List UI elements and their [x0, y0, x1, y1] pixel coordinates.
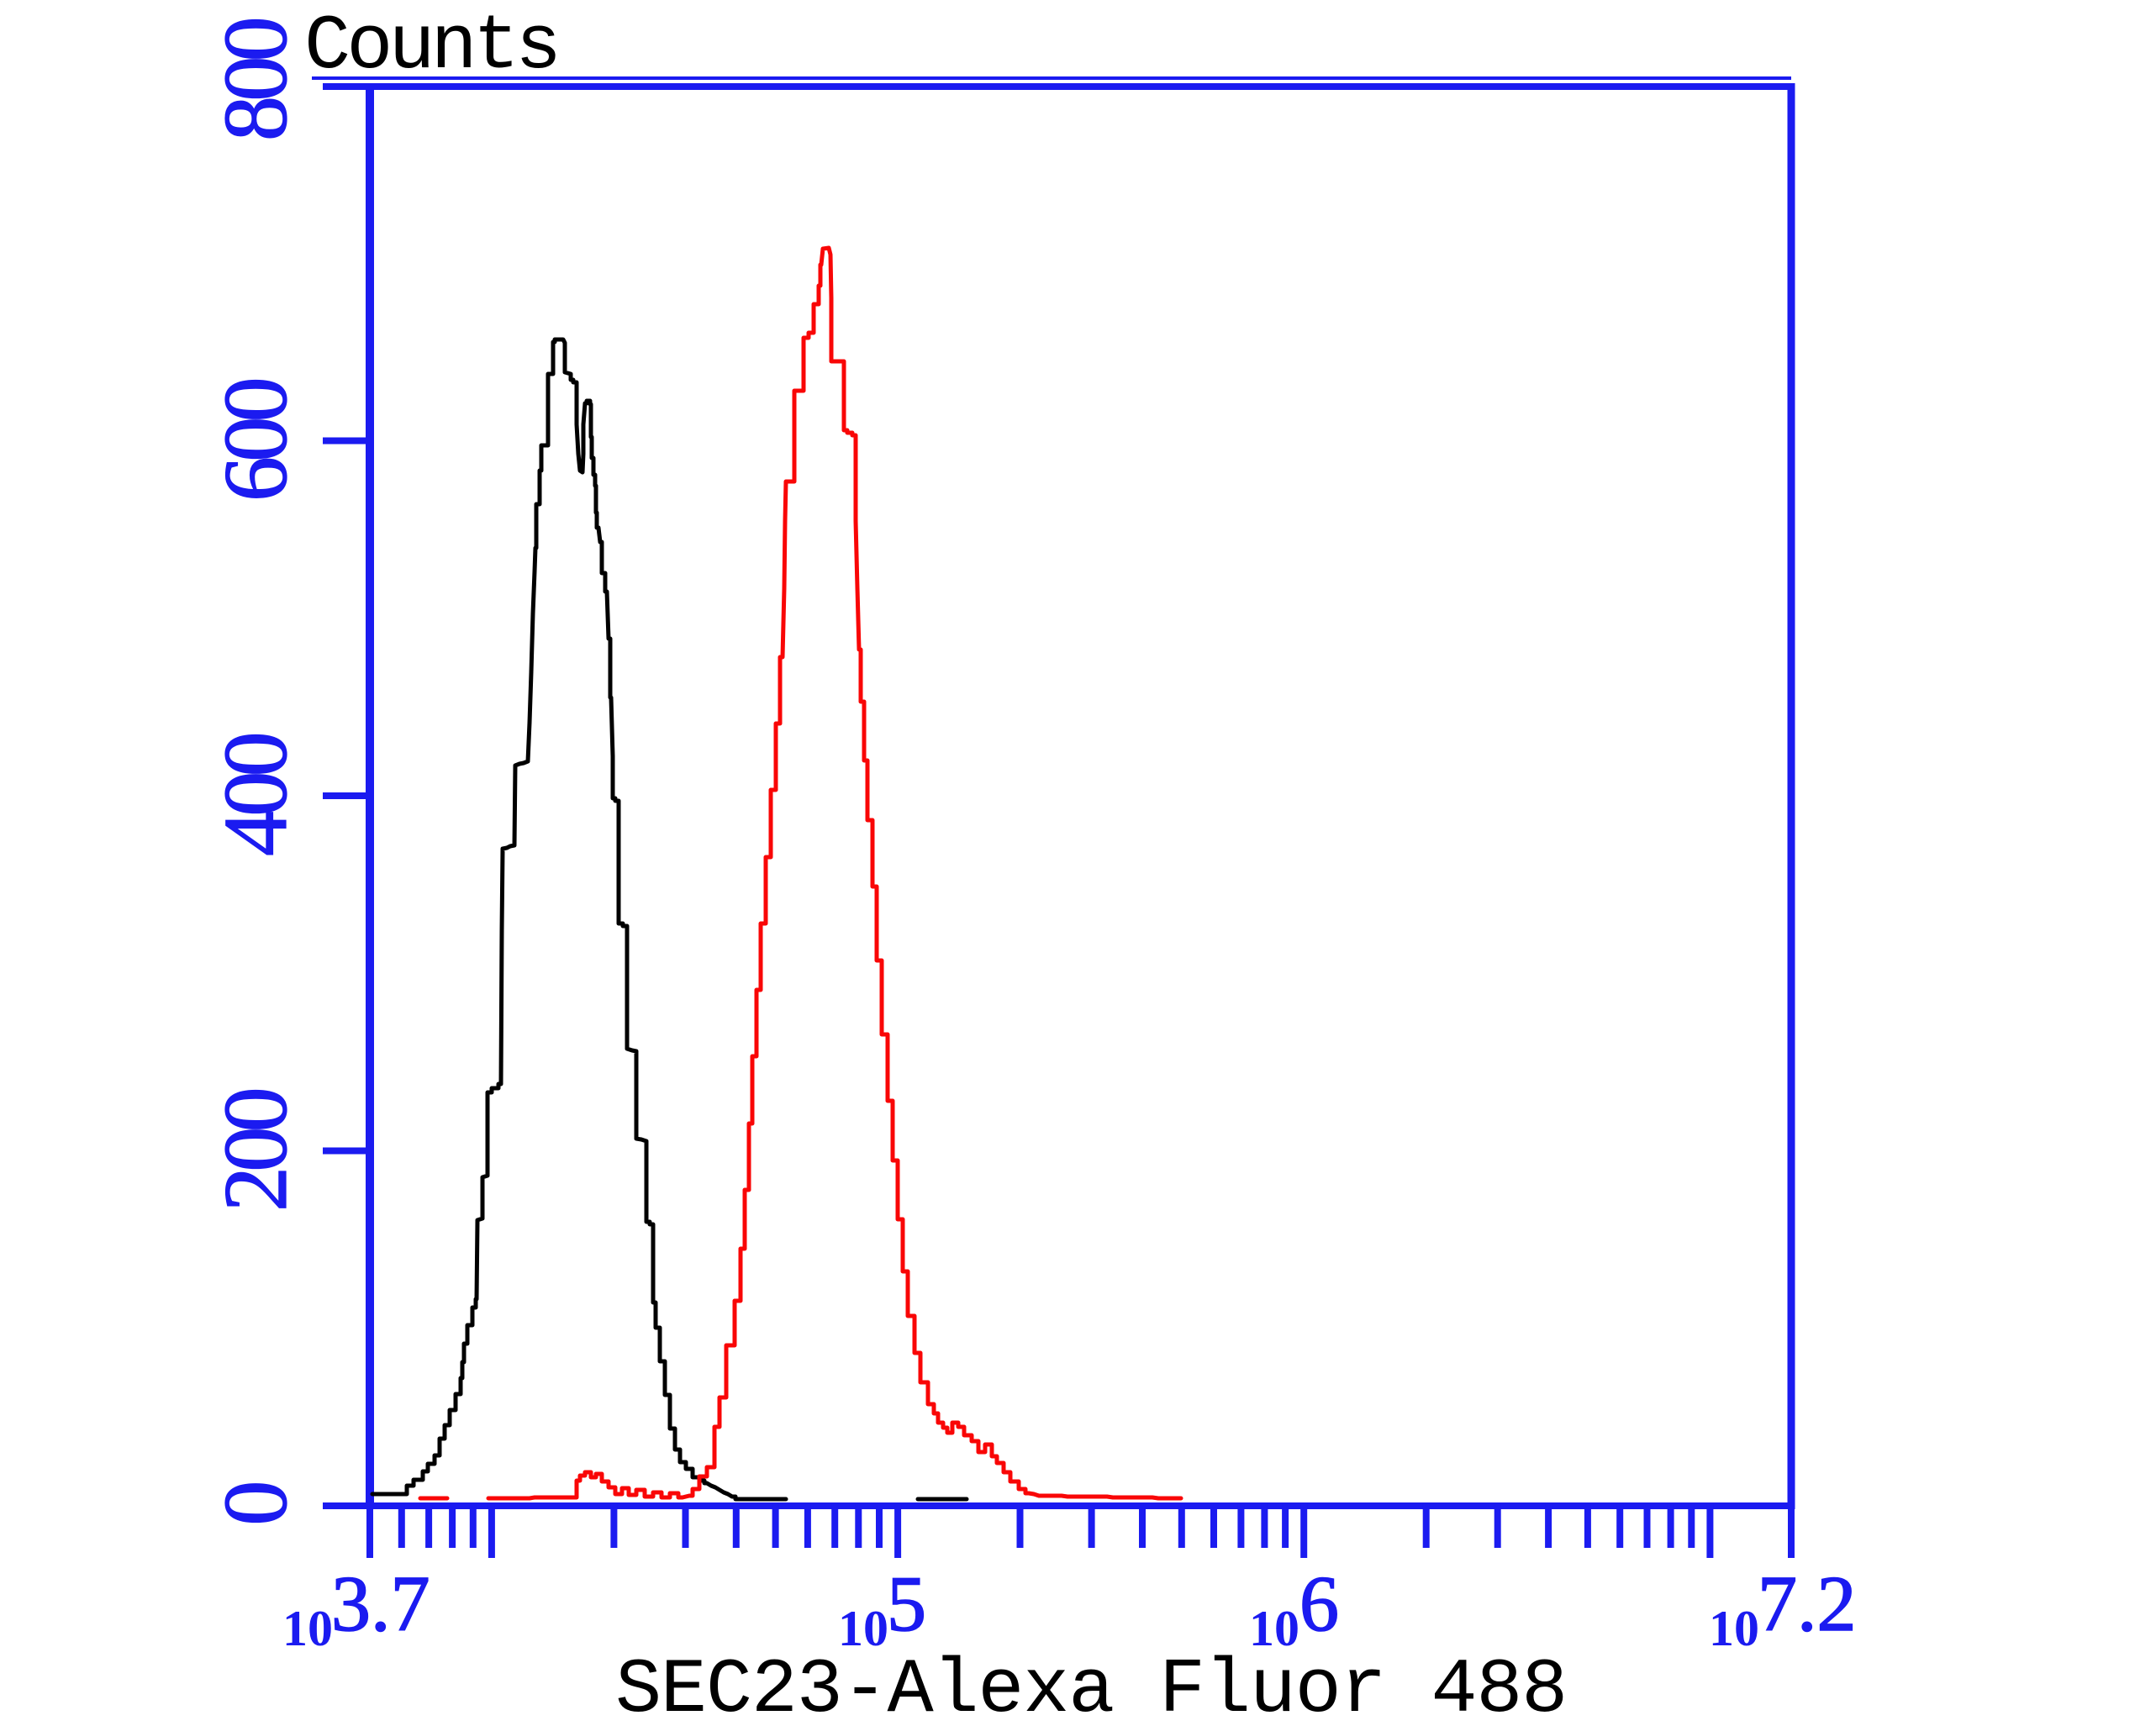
svg-text:5: 5 — [887, 1560, 926, 1648]
svg-text:800: 800 — [206, 19, 306, 141]
svg-text:200: 200 — [206, 1090, 306, 1212]
svg-text:10: 10 — [282, 1601, 333, 1656]
svg-text:600: 600 — [206, 380, 306, 502]
svg-text:Counts: Counts — [304, 3, 557, 91]
svg-text:SEC23-Alexa Fluor 488: SEC23-Alexa Fluor 488 — [615, 1646, 1567, 1726]
svg-text:400: 400 — [206, 734, 306, 856]
svg-text:10: 10 — [838, 1601, 888, 1656]
svg-text:7.2: 7.2 — [1758, 1560, 1857, 1648]
svg-text:0: 0 — [206, 1484, 306, 1526]
svg-text:10: 10 — [1709, 1601, 1759, 1656]
svg-text:10: 10 — [1249, 1601, 1299, 1656]
svg-text:6: 6 — [1299, 1560, 1339, 1648]
svg-text:3.7: 3.7 — [331, 1560, 430, 1648]
